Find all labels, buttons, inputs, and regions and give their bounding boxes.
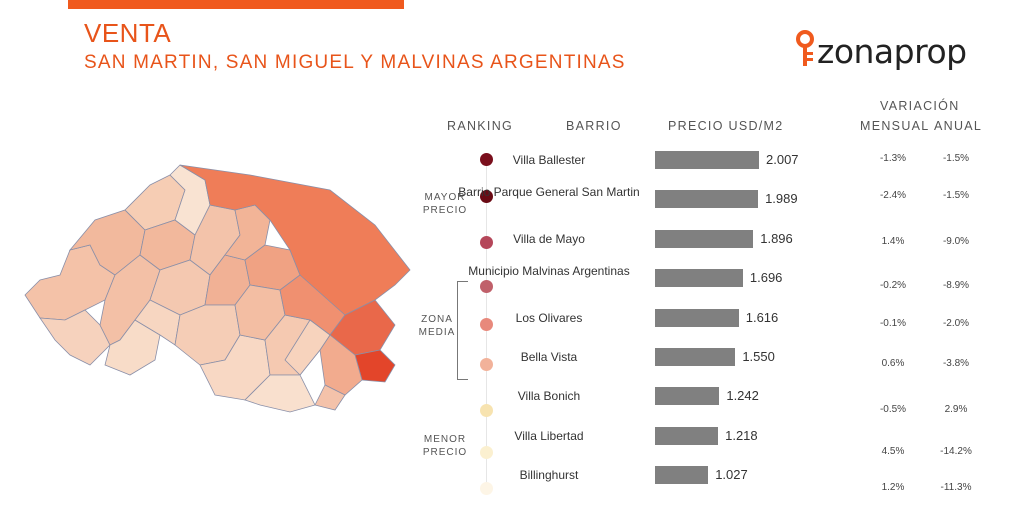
label-zona: ZONA — [421, 314, 453, 325]
ranking-dot — [480, 403, 493, 417]
variacion-anual: -2.0% — [942, 318, 970, 329]
barrio-label: Villa Libertad — [514, 429, 584, 443]
variacion-mensual: -0.5% — [879, 404, 907, 415]
price-bar — [655, 230, 754, 248]
price-value: 1.896 — [760, 231, 793, 246]
label-menor-precio: MENOR PRECIO — [420, 433, 470, 459]
variacion-mensual: 1.2% — [881, 482, 905, 493]
ranking-dot — [480, 235, 493, 249]
variacion-anual: -9.0% — [942, 236, 970, 247]
variacion-mensual: 1.4% — [881, 236, 905, 247]
price-bar — [655, 309, 739, 327]
ranking-dot — [480, 481, 493, 495]
barrio-label: Billinghurst — [519, 468, 579, 482]
label-zona-media: ZONA MEDIA — [416, 313, 458, 339]
variacion-mensual: -0.1% — [879, 318, 907, 329]
map-region — [134, 299, 181, 346]
variacion-mensual: 0.6% — [881, 358, 905, 369]
price-value: 1.550 — [742, 349, 775, 364]
header-variacion: VARIACIÓN — [880, 99, 960, 113]
price-bar — [655, 387, 720, 405]
variacion-anual: -3.8% — [942, 358, 970, 369]
variacion-mensual: -2.4% — [879, 190, 907, 201]
price-value: 1.696 — [749, 270, 783, 285]
barrio-label: Bella Vista — [520, 350, 578, 364]
ranking-dot — [480, 189, 493, 203]
barrio-label: Villa de Mayo — [513, 232, 585, 246]
price-value: 1.218 — [725, 428, 758, 443]
map-region — [244, 374, 316, 413]
map-region — [314, 384, 346, 411]
label-precio-2: PRECIO — [422, 447, 468, 458]
ranking-dot — [480, 445, 493, 459]
price-bar — [655, 151, 759, 169]
barrio-label: Villa Ballester — [512, 153, 586, 167]
header-mensual: MENSUAL — [860, 119, 930, 133]
map-region — [284, 319, 331, 376]
page-title: VENTA — [84, 18, 172, 48]
barrio-label: Los Olivares — [515, 311, 583, 325]
zonaprop-logo: zonaprop — [795, 28, 995, 74]
ranking-dot — [480, 152, 493, 166]
price-bar — [655, 348, 736, 366]
label-mayor: MAYOR — [424, 192, 466, 203]
variacion-anual: -8.9% — [942, 280, 970, 291]
map-region — [104, 319, 161, 376]
variacion-mensual: 4.5% — [881, 446, 905, 457]
price-value: 1.242 — [726, 388, 759, 403]
price-bar — [655, 269, 743, 287]
variacion-anual: -1.5% — [942, 190, 970, 201]
label-media: MEDIA — [418, 327, 456, 338]
header-anual: ANUAL — [934, 119, 983, 133]
top-accent-bar — [68, 0, 404, 9]
variacion-mensual: -1.3% — [879, 153, 907, 164]
district-map — [24, 164, 411, 413]
page-subtitle: SAN MARTIN, SAN MIGUEL Y MALVINAS ARGENT… — [84, 52, 626, 73]
variacion-mensual: -0.2% — [879, 280, 907, 291]
key-pin-icon — [796, 30, 814, 66]
barrio-label: Municipio Malvinas Argentinas — [468, 264, 630, 278]
price-bar — [655, 427, 719, 445]
header-ranking: RANKING — [447, 119, 514, 133]
zona-media-bracket — [457, 281, 468, 380]
logo-text: zonaprop — [817, 32, 967, 71]
price-value: 1.616 — [745, 310, 779, 325]
price-value: 1.027 — [715, 467, 748, 482]
variacion-anual: -1.5% — [942, 153, 970, 164]
label-precio: PRECIO — [422, 205, 468, 216]
price-bar — [655, 190, 759, 208]
ranking-dot — [480, 279, 493, 293]
variacion-anual: -14.2% — [940, 446, 972, 457]
variacion-anual: -11.3% — [940, 482, 972, 493]
variacion-anual: 2.9% — [944, 404, 968, 415]
barrio-label: Barrio Parque General San Martin — [458, 185, 640, 199]
price-value: 1.989 — [765, 191, 798, 206]
ranking-dot — [480, 317, 493, 331]
label-mayor-precio: MAYOR PRECIO — [420, 191, 470, 217]
header-barrio: BARRIO — [566, 119, 622, 133]
price-value: 2.007 — [766, 152, 799, 167]
barrio-label: Villa Bonich — [517, 389, 581, 403]
ranking-dot — [480, 357, 493, 371]
header-precio: PRECIO USD/M2 — [668, 119, 784, 133]
label-menor: MENOR — [423, 434, 467, 445]
price-bar — [655, 466, 709, 484]
